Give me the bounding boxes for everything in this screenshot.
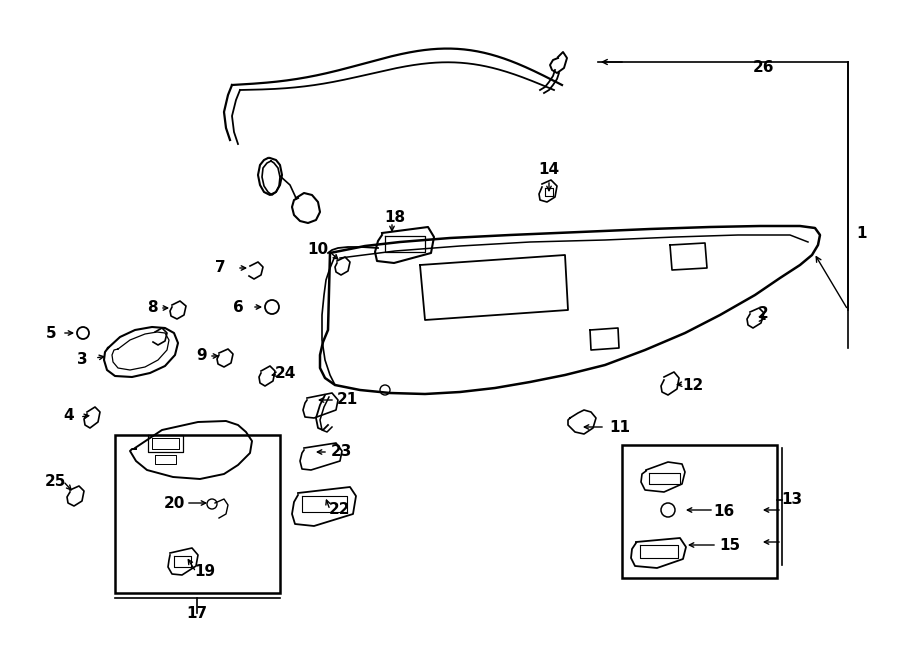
Text: 5: 5 — [46, 325, 57, 340]
Text: 9: 9 — [197, 348, 207, 364]
Text: 11: 11 — [609, 420, 631, 434]
Text: 2: 2 — [758, 305, 769, 321]
Text: 3: 3 — [76, 352, 87, 368]
Text: 7: 7 — [215, 260, 225, 276]
Text: 24: 24 — [274, 366, 296, 381]
Text: 14: 14 — [538, 163, 560, 178]
Text: 8: 8 — [147, 301, 158, 315]
Text: 21: 21 — [337, 393, 357, 407]
Bar — [622, 445, 777, 578]
Text: 23: 23 — [330, 444, 352, 459]
Text: 4: 4 — [64, 408, 75, 424]
Text: 6: 6 — [232, 301, 243, 315]
Text: 10: 10 — [308, 243, 328, 258]
Text: 15: 15 — [719, 537, 741, 553]
Text: 22: 22 — [329, 502, 351, 518]
Text: 25: 25 — [44, 473, 66, 488]
Text: 16: 16 — [714, 504, 734, 518]
Text: 1: 1 — [857, 225, 868, 241]
Text: 26: 26 — [753, 61, 775, 75]
Text: 18: 18 — [384, 210, 406, 225]
Text: 13: 13 — [781, 492, 803, 508]
Text: 20: 20 — [163, 496, 184, 510]
Text: 19: 19 — [194, 564, 216, 580]
Text: 17: 17 — [186, 605, 208, 621]
Bar — [115, 435, 280, 593]
Text: 12: 12 — [682, 377, 704, 393]
